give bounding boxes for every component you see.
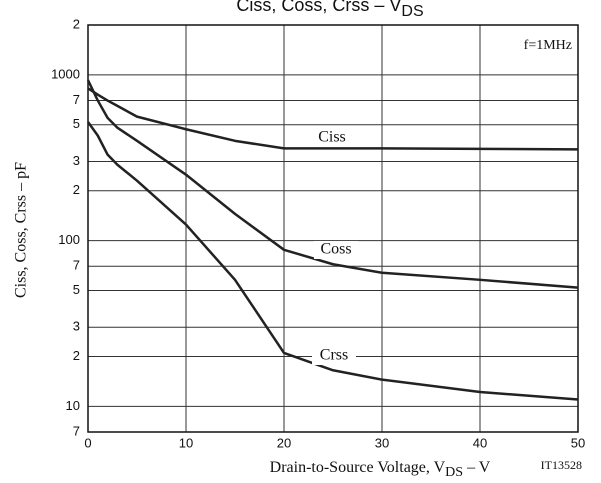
y-tick-label: 3 xyxy=(73,153,80,168)
x-tick-label: 50 xyxy=(571,435,585,450)
series-line xyxy=(87,87,579,151)
xlabel-unit: – V xyxy=(463,459,491,476)
figure-code: IT13528 xyxy=(541,458,582,472)
series-label: Crss xyxy=(320,347,348,364)
y-tick-label: 7 xyxy=(73,258,80,273)
label-bg xyxy=(310,129,354,147)
x-tick-label: 20 xyxy=(277,435,291,450)
chart-title: Ciss, Coss, Crss – VDS xyxy=(236,0,423,20)
series-line xyxy=(86,121,579,401)
title-text: Ciss, Coss, Crss – V xyxy=(236,0,401,15)
y-axis-label: Ciss, Coss, Crss – pF xyxy=(13,162,30,298)
y-tick-label: 100 xyxy=(58,232,80,247)
x-axis-label: Drain-to-Source Voltage, VDS – V xyxy=(270,459,491,481)
y-tick-label: 5 xyxy=(73,282,80,297)
series-label: Coss xyxy=(320,241,351,258)
title-sub: DS xyxy=(401,3,423,20)
y-tick-label: 1000 xyxy=(51,66,80,81)
x-tick-label: 10 xyxy=(179,435,193,450)
label-bg xyxy=(314,241,358,259)
y-tick-label: 2 xyxy=(73,348,80,363)
plot-frame xyxy=(87,24,579,433)
label-bg xyxy=(312,347,356,365)
x-tick-label: 40 xyxy=(473,435,487,450)
y-tick-label: 5 xyxy=(73,116,80,131)
y-tick-label: 10 xyxy=(66,398,80,413)
annotation: f=1MHz xyxy=(524,38,572,53)
y-tick-label: 2 xyxy=(73,182,80,197)
series-label: Ciss xyxy=(318,129,346,146)
x-tick-label: 0 xyxy=(84,435,91,450)
xlabel-text: Drain-to-Source Voltage, V xyxy=(270,459,446,476)
series-line xyxy=(86,79,579,289)
y-tick-label: 7 xyxy=(73,423,80,438)
x-tick-label: 30 xyxy=(375,435,389,450)
y-tick-label: 7 xyxy=(73,92,80,107)
y-tick-label: 2 xyxy=(73,16,80,31)
y-tick-label: 3 xyxy=(73,319,80,334)
xlabel-sub: DS xyxy=(445,465,463,480)
